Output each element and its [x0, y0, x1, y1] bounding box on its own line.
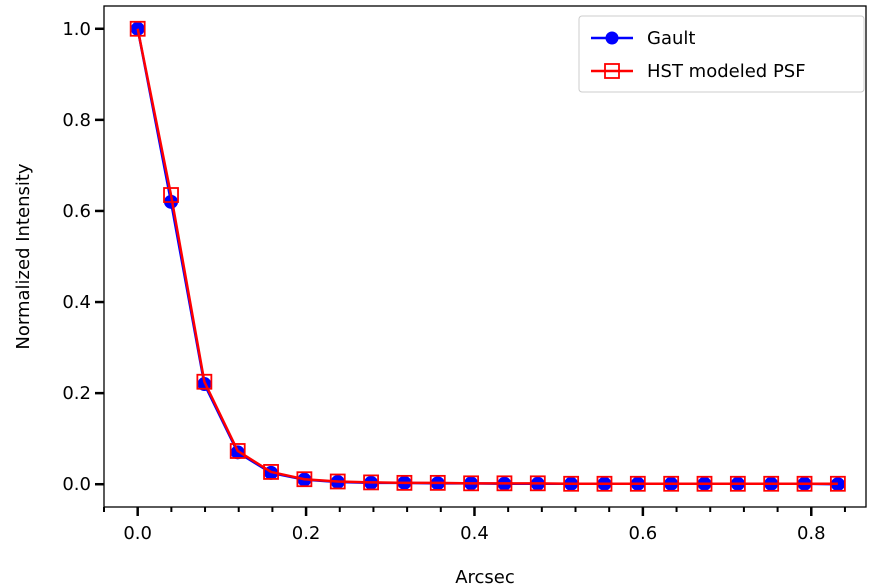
- legend-label: HST modeled PSF: [647, 61, 806, 82]
- legend-box: [578, 15, 865, 93]
- data-point-square: [229, 443, 246, 459]
- x-tick-label: 0.0: [123, 523, 152, 544]
- series-line-2: [136, 28, 838, 486]
- data-point-square: [696, 475, 713, 492]
- legend: Gault HST modeled PSF: [578, 15, 865, 93]
- x-axis-label: Arcsec: [455, 567, 515, 587]
- data-point-square: [263, 464, 279, 480]
- data-point-square: [163, 187, 179, 203]
- legend-marker-square: [604, 63, 620, 79]
- data-point-square: [729, 475, 746, 492]
- data-point-square: [796, 475, 813, 492]
- data-point-square: [296, 471, 313, 488]
- data-point-square: [496, 475, 513, 492]
- x-tick-label: 0.2: [292, 523, 321, 544]
- y-axis-ticks: 0.0 0.2 0.4 0.6 0.8 1.0: [62, 19, 104, 495]
- data-point-square: [463, 475, 480, 492]
- x-tick-label: 0.8: [797, 523, 826, 544]
- y-tick-label: 0.8: [62, 110, 91, 131]
- x-tick-label: 0.4: [460, 523, 489, 544]
- data-point-square: [563, 475, 580, 492]
- data-point-square: [596, 475, 613, 492]
- data-point-square: [763, 475, 780, 492]
- data-point-square: [196, 373, 213, 390]
- plot-frame: [103, 5, 867, 508]
- data-point-square: [529, 475, 546, 492]
- data-point-square: [629, 475, 646, 492]
- data-point-square: [429, 474, 446, 491]
- y-tick-label: 0.6: [62, 201, 91, 222]
- data-point-square: [329, 473, 346, 490]
- legend-marker-circle: [605, 31, 619, 45]
- x-axis-ticks: 0.0 0.2 0.4 0.6 0.8: [103, 507, 846, 544]
- data-point-square: [829, 475, 846, 492]
- y-tick-label: 0.4: [62, 292, 91, 313]
- x-tick-label: 0.6: [629, 523, 658, 544]
- y-tick-label: 1.0: [62, 19, 91, 40]
- data-point-square: [396, 474, 413, 491]
- y-tick-label: 0.0: [62, 474, 91, 495]
- data-point-square: [663, 475, 680, 492]
- data-point-square: [363, 474, 379, 491]
- y-tick-label: 0.2: [62, 383, 91, 404]
- legend-label: Gault: [647, 28, 695, 49]
- y-axis-label: Normalized Intensity: [13, 163, 34, 349]
- data-point-square: [129, 20, 146, 37]
- series-layer: [129, 20, 846, 492]
